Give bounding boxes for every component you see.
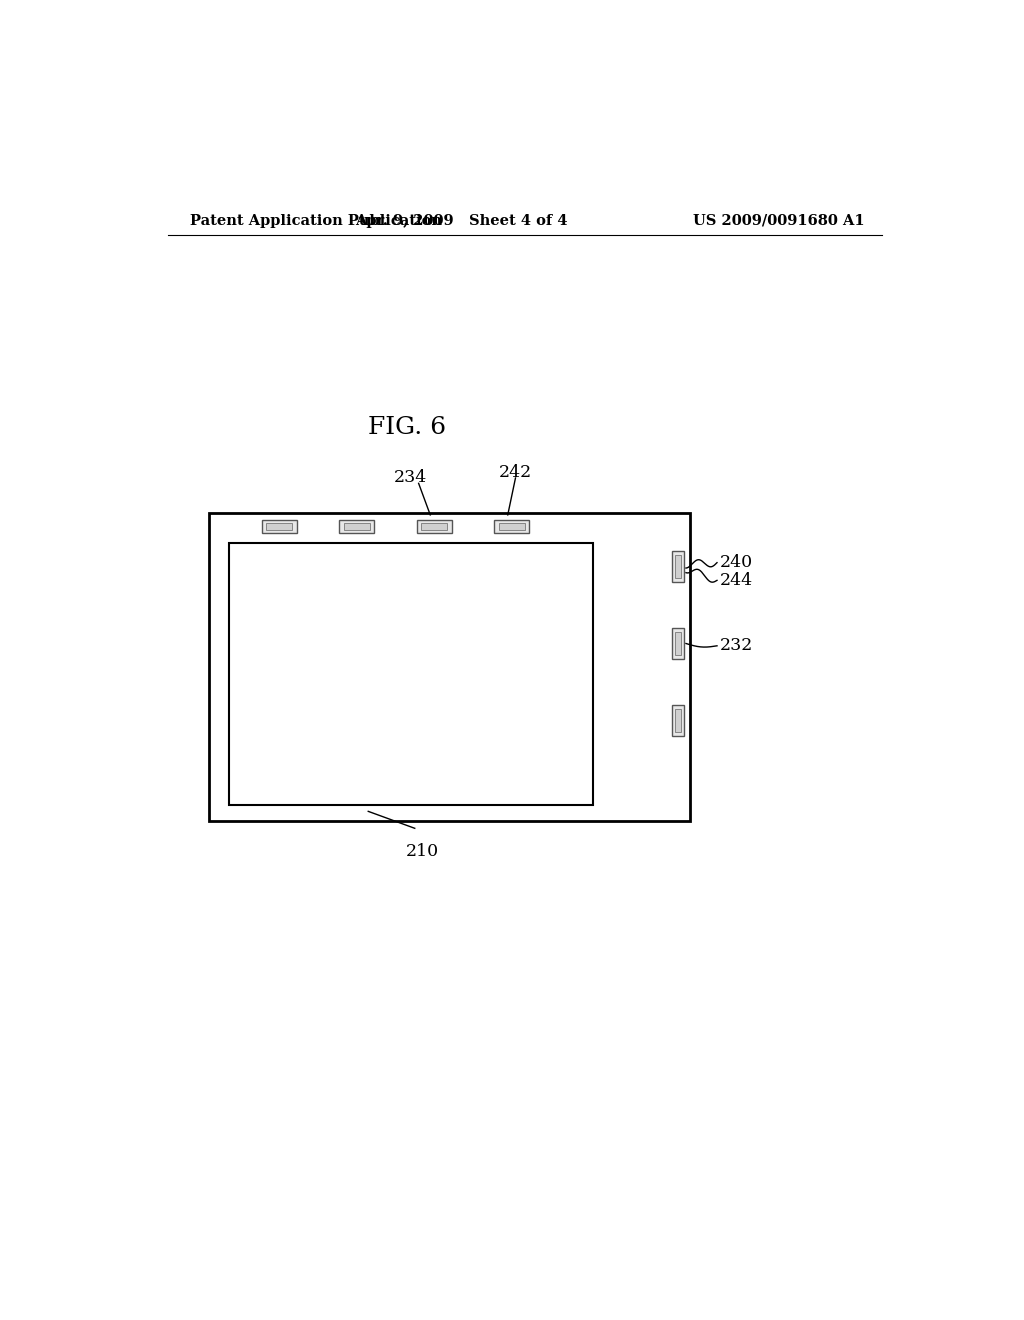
Text: Apr. 9, 2009   Sheet 4 of 4: Apr. 9, 2009 Sheet 4 of 4 xyxy=(355,214,567,228)
Bar xyxy=(266,524,292,529)
Bar xyxy=(495,520,529,533)
Bar xyxy=(672,628,684,659)
Bar xyxy=(672,705,684,737)
Bar xyxy=(262,520,297,533)
Text: 234: 234 xyxy=(394,470,427,487)
Text: US 2009/0091680 A1: US 2009/0091680 A1 xyxy=(692,214,864,228)
Bar xyxy=(675,632,681,655)
Bar xyxy=(675,554,681,578)
Bar xyxy=(417,520,452,533)
Text: 244: 244 xyxy=(720,572,753,589)
Bar xyxy=(339,520,374,533)
Text: 240: 240 xyxy=(720,554,753,572)
Bar xyxy=(228,544,593,805)
Text: 210: 210 xyxy=(406,843,439,859)
Bar xyxy=(672,552,684,582)
Text: FIG. 6: FIG. 6 xyxy=(368,416,446,440)
Text: 242: 242 xyxy=(499,465,532,480)
Text: 232: 232 xyxy=(720,638,753,655)
Bar xyxy=(421,524,447,529)
Bar xyxy=(499,524,524,529)
Text: Patent Application Publication: Patent Application Publication xyxy=(190,214,442,228)
Bar xyxy=(209,512,690,821)
Bar xyxy=(675,709,681,733)
Bar xyxy=(343,524,370,529)
